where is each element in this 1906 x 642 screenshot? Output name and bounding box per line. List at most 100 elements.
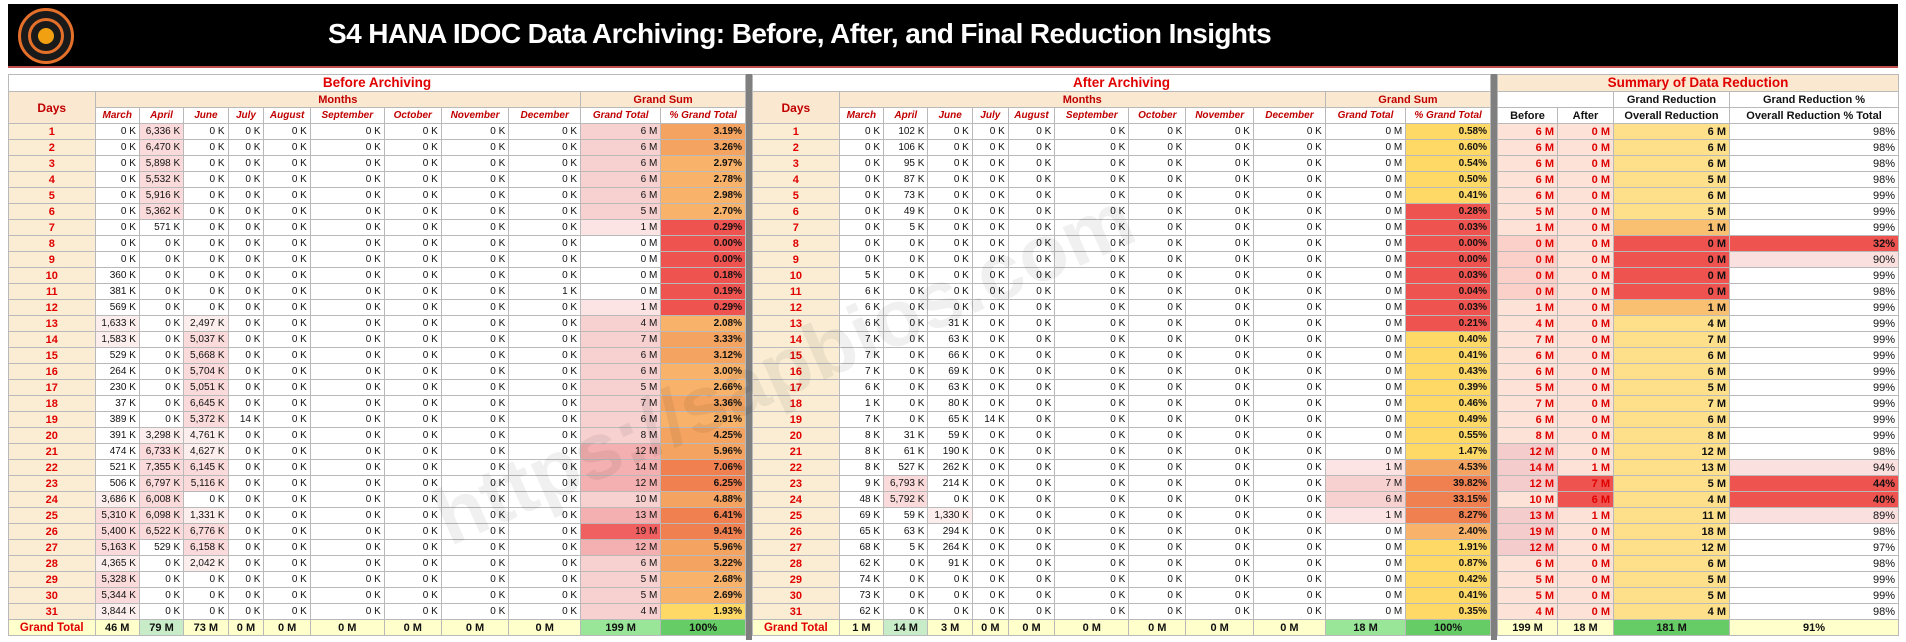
reduction-cell: 7 M: [1613, 331, 1730, 348]
cell: 0 K: [508, 251, 582, 268]
cell: 0 K: [1252, 427, 1326, 444]
reduction-pct-cell: 98%: [1728, 555, 1900, 572]
cell: 0 K: [508, 475, 582, 492]
total-cell: 46 M: [94, 619, 140, 636]
cell: 0 K: [1252, 315, 1326, 332]
cell: 0 K: [138, 299, 185, 316]
cell: 0 K: [1252, 459, 1326, 476]
day-label: 7: [752, 219, 840, 236]
cell: 0 K: [138, 379, 185, 396]
grand-total-cell: 6 M: [580, 123, 662, 140]
before-cell: 5 M: [1497, 587, 1558, 604]
logo-icon: [18, 8, 74, 64]
cell: 0 K: [263, 539, 311, 556]
summary-title: Summary of Data Reduction: [1496, 74, 1900, 92]
cell: 0 K: [263, 171, 311, 188]
cell: 0 K: [1252, 491, 1326, 508]
day-label: 13: [752, 315, 840, 332]
cell: 6,522 K: [138, 523, 185, 540]
cell: 0 K: [440, 587, 510, 604]
pct-cell: 0.03%: [1405, 219, 1491, 236]
reduction-pct-cell: 99%: [1728, 331, 1900, 348]
cell: 31 K: [927, 315, 973, 332]
grand-total-cell: 1 M: [580, 299, 662, 316]
cell: 14 K: [971, 411, 1009, 428]
cell: 0 K: [927, 187, 973, 204]
grand-total-cell: 5 M: [580, 587, 662, 604]
grand-total-cell: 13 M: [580, 507, 662, 524]
cell: 0 K: [883, 571, 929, 588]
before-cell: 0 M: [1497, 235, 1558, 252]
cell: 0 K: [971, 603, 1009, 620]
cell: 0 K: [309, 251, 385, 268]
day-label: 15: [752, 347, 840, 364]
cell: 0 K: [971, 235, 1009, 252]
reduction-cell: 0 M: [1613, 267, 1730, 284]
day-label: 27: [8, 539, 96, 556]
days-header: Days: [752, 91, 840, 124]
month-header-june: June: [927, 107, 973, 124]
cell: 0 K: [1185, 155, 1254, 172]
total-cell: 0 M: [1252, 619, 1326, 636]
cell: 0 K: [138, 251, 185, 268]
cell: 0 K: [1185, 139, 1254, 156]
cell: 14 K: [227, 411, 265, 428]
reduction-cell: 1 M: [1613, 219, 1730, 236]
cell: 0 K: [971, 475, 1009, 492]
grand-total-cell: 0 M: [1324, 283, 1407, 300]
cell: 0 K: [1185, 523, 1254, 540]
cell: 0 K: [1252, 523, 1326, 540]
day-label: 8: [8, 235, 96, 252]
cell: 62 K: [838, 555, 885, 572]
cell: 0 K: [1007, 379, 1056, 396]
pct-cell: 39.82%: [1405, 475, 1491, 492]
cell: 0 K: [883, 587, 929, 604]
cell: 360 K: [94, 267, 140, 284]
cell: 0 K: [440, 507, 510, 524]
grand-total-label: Grand Total: [8, 619, 96, 636]
cell: 0 K: [1054, 507, 1130, 524]
cell: 0 K: [383, 267, 442, 284]
day-label: 13: [8, 315, 96, 332]
month-header-august: August: [1007, 107, 1056, 124]
cell: 0 K: [971, 331, 1009, 348]
cell: 0 K: [883, 299, 929, 316]
cell: 0 K: [383, 171, 442, 188]
after-cell: 0 M: [1557, 267, 1614, 284]
pct-cell: 0.21%: [1405, 315, 1491, 332]
pct-cell: 0.41%: [1405, 587, 1491, 604]
month-header-october: October: [383, 107, 442, 124]
cell: 0 K: [263, 555, 311, 572]
pct-cell: 3.36%: [660, 395, 746, 412]
before-cell: 6 M: [1497, 155, 1558, 172]
cell: 0 K: [508, 491, 582, 508]
before-header: Before: [1497, 107, 1558, 124]
cell: 0 K: [227, 251, 265, 268]
pct-cell: 0.03%: [1405, 267, 1491, 284]
cell: 6 K: [838, 379, 885, 396]
grand-total-cell: 0 M: [1324, 379, 1407, 396]
cell: 0 K: [1252, 235, 1326, 252]
cell: 0 K: [927, 139, 973, 156]
months-header: Months: [838, 91, 1326, 108]
cell: 0 K: [971, 219, 1009, 236]
total-cell: 14 M: [883, 619, 929, 636]
before-cell: 0 M: [1497, 267, 1558, 284]
cell: 80 K: [927, 395, 973, 412]
reduction-cell: 6 M: [1613, 155, 1730, 172]
day-label: 9: [8, 251, 96, 268]
grand-total-cell: 5 M: [580, 203, 662, 220]
reduction-pct-cell: 99%: [1728, 363, 1900, 380]
cell: 0 K: [1252, 443, 1326, 460]
grand-total-cell: 0 M: [1324, 139, 1407, 156]
total-cell: 0 M: [971, 619, 1009, 636]
